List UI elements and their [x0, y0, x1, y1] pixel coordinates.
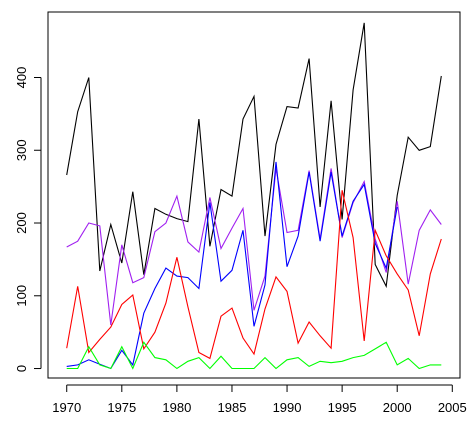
x-tick-label: 2005 [438, 400, 467, 415]
y-tick-label: 300 [14, 139, 29, 161]
series-4 [66, 190, 442, 360]
plot-frame [47, 11, 461, 379]
series-3 [66, 161, 398, 370]
series-line [66, 22, 442, 289]
x-tick-label: 1990 [273, 400, 302, 415]
axes: 1970 1975 1980 1985 1990 1995 2000 2005 0 100 200 3… [14, 67, 467, 415]
y-tick-label: 400 [14, 67, 29, 89]
series-2 [66, 168, 442, 325]
x-tick-label: 1980 [162, 400, 191, 415]
x-tick-label: 1975 [107, 400, 136, 415]
x-tick-label: 2000 [383, 400, 412, 415]
x-tick-label: 1985 [218, 400, 247, 415]
series-line [66, 190, 442, 360]
series-layer [66, 22, 442, 370]
y-tick-label: 0 [14, 365, 29, 372]
series-1 [66, 22, 442, 289]
series-line [66, 168, 442, 325]
x-tick-label: 1995 [328, 400, 357, 415]
y-tick-label: 200 [14, 212, 29, 234]
x-tick-label: 1970 [52, 400, 81, 415]
series-5 [66, 341, 442, 370]
series-line [66, 161, 398, 370]
y-tick-label: 100 [14, 285, 29, 307]
series-line [66, 341, 442, 370]
